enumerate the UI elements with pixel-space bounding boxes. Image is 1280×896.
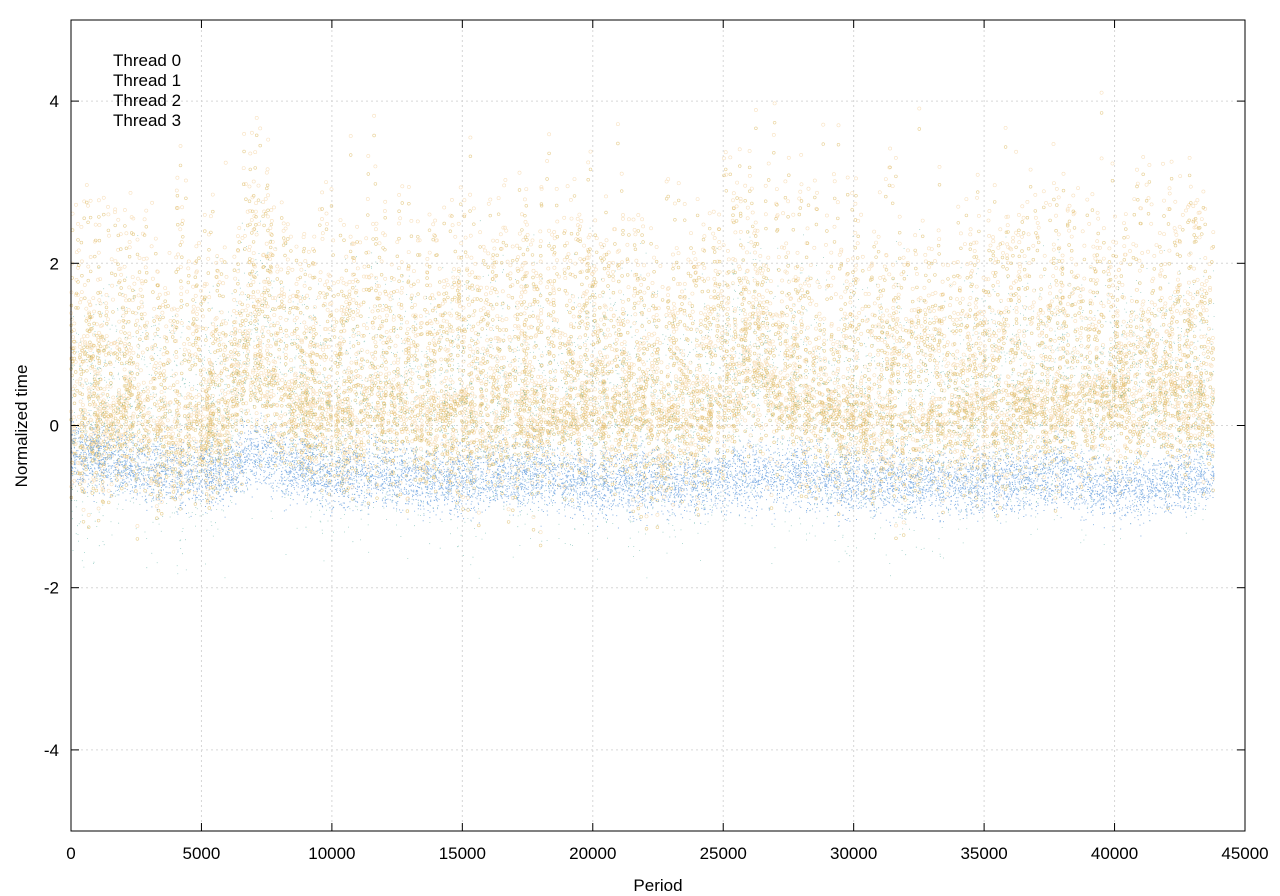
y-tick-label: -4	[44, 741, 59, 760]
y-tick-label: 4	[50, 92, 59, 111]
legend-label: Thread 3	[113, 111, 181, 130]
x-tick-label: 40000	[1091, 844, 1138, 863]
x-tick-label: 5000	[183, 844, 221, 863]
x-axis-ticks: 0 5000 10000 15000 20000 25000 30000 35000 40000…	[66, 20, 1269, 863]
y-tick-label: 2	[50, 254, 59, 273]
legend-label: Thread 1	[113, 71, 181, 90]
y-axis-ticks: -4 -2 0 2 4	[44, 92, 1245, 760]
y-axis-title: Normalized time	[12, 365, 31, 488]
legend-label: Thread 2	[113, 91, 181, 110]
x-tick-label: 25000	[700, 844, 747, 863]
x-tick-label: 0	[66, 844, 75, 863]
legend-label: Thread 0	[113, 51, 181, 70]
x-tick-label: 10000	[308, 844, 355, 863]
x-tick-label: 45000	[1221, 844, 1268, 863]
x-axis-title: Period	[633, 876, 682, 895]
y-tick-label: -2	[44, 579, 59, 598]
x-tick-label: 35000	[960, 844, 1007, 863]
x-tick-label: 15000	[439, 844, 486, 863]
x-tick-label: 20000	[569, 844, 616, 863]
x-tick-label: 30000	[830, 844, 877, 863]
y-tick-label: 0	[50, 417, 59, 436]
data-points	[69, 90, 1216, 579]
